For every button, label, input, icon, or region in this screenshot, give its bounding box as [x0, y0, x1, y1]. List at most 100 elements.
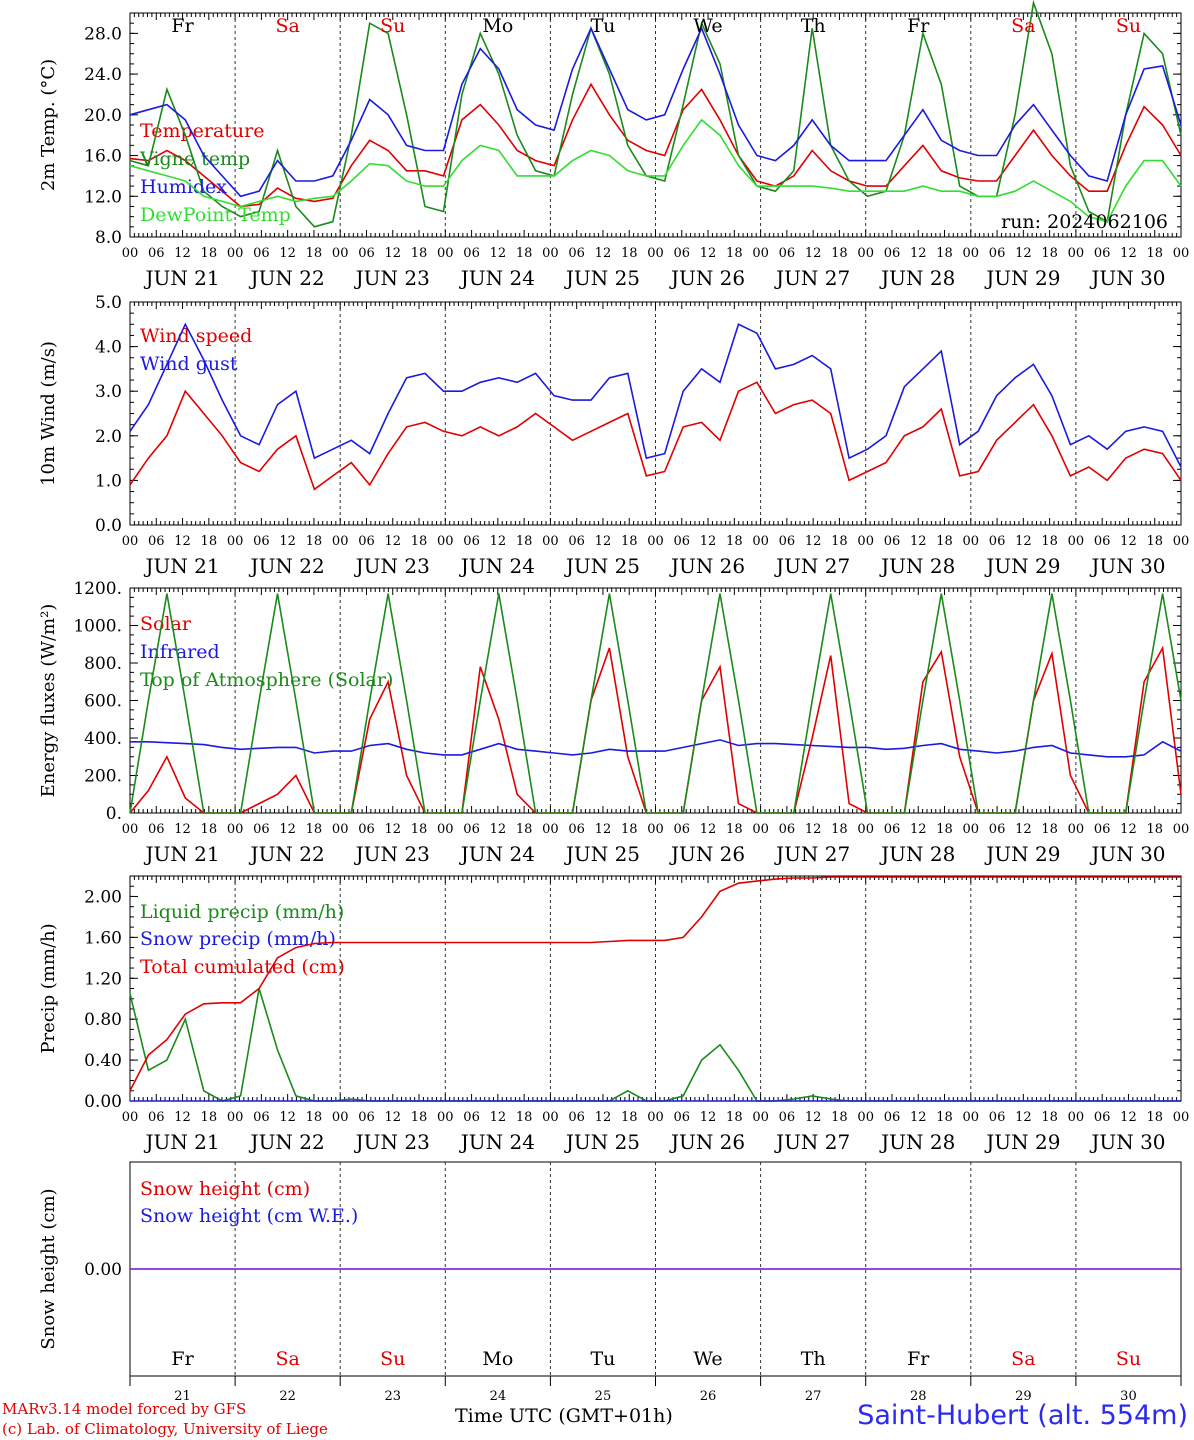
hour-tick-label: 00 — [857, 1110, 874, 1125]
lab-credit: (c) Lab. of Climatology, University of L… — [2, 1420, 328, 1438]
legend-label: Snow precip (mm/h) — [140, 928, 336, 950]
hour-tick-label: 18 — [306, 1110, 323, 1125]
y-axis-label: Snow height (cm) — [38, 1188, 59, 1349]
hour-tick-label: 06 — [358, 822, 375, 837]
day-number-label: 29 — [1015, 1389, 1032, 1404]
date-label: JUN 22 — [249, 266, 325, 290]
hour-tick-label: 12 — [1120, 246, 1137, 261]
hour-tick-label: 00 — [437, 822, 454, 837]
hour-tick-label: 00 — [647, 1110, 664, 1125]
date-label: JUN 23 — [354, 266, 430, 290]
station-name: Saint-Hubert (alt. 554m) — [857, 1400, 1188, 1431]
hour-tick-label: 12 — [700, 1110, 717, 1125]
date-label: JUN 21 — [143, 554, 219, 578]
date-label: JUN 24 — [459, 842, 535, 866]
hour-tick-label: 06 — [779, 1110, 796, 1125]
hour-tick-label: 06 — [884, 822, 901, 837]
model-credit: MARv3.14 model forced by GFS — [2, 1400, 247, 1418]
hour-tick-label: 18 — [516, 534, 533, 549]
weekday-label: Th — [801, 1348, 826, 1370]
date-label: JUN 25 — [564, 266, 640, 290]
y-tick-label: 0.40 — [84, 1051, 122, 1071]
legend-label: Humidex — [140, 176, 227, 198]
weekday-label: Su — [1116, 1348, 1141, 1370]
hour-tick-label: 18 — [1041, 534, 1058, 549]
hour-tick-label: 06 — [779, 246, 796, 261]
date-label: JUN 24 — [459, 1130, 535, 1154]
date-label: JUN 26 — [669, 1130, 745, 1154]
legend-label: Wind speed — [140, 325, 252, 347]
hour-tick-label: 12 — [595, 1110, 612, 1125]
hour-tick-label: 00 — [227, 246, 244, 261]
hour-tick-label: 18 — [936, 246, 953, 261]
hour-tick-label: 12 — [700, 246, 717, 261]
legend-label: Solar — [140, 613, 192, 635]
hour-tick-label: 00 — [1173, 246, 1190, 261]
hour-tick-label: 00 — [227, 822, 244, 837]
hour-tick-label: 12 — [490, 246, 507, 261]
hour-tick-label: 06 — [568, 1110, 585, 1125]
y-tick-label: 1.20 — [84, 969, 122, 989]
hour-tick-label: 00 — [963, 1110, 980, 1125]
y-axis-label: 2m Temp. (°C) — [38, 59, 59, 191]
hour-tick-label: 06 — [1094, 534, 1111, 549]
legend-label: Top of Atmosphere (Solar) — [140, 669, 393, 691]
hour-tick-label: 12 — [910, 822, 927, 837]
hour-tick-label: 00 — [227, 534, 244, 549]
hour-tick-label: 00 — [752, 822, 769, 837]
hour-tick-label: 18 — [516, 246, 533, 261]
hour-tick-label: 00 — [963, 246, 980, 261]
y-tick-label: 0. — [106, 804, 122, 824]
hour-tick-label: 06 — [779, 534, 796, 549]
series-line-dewpoint-temp — [129, 118, 1182, 223]
hour-tick-label: 12 — [174, 246, 191, 261]
hour-tick-label: 06 — [358, 534, 375, 549]
hour-tick-label: 12 — [174, 822, 191, 837]
date-label: JUN 25 — [564, 842, 640, 866]
date-label: JUN 24 — [459, 554, 535, 578]
weekday-label: We — [693, 15, 722, 37]
hour-tick-label: 12 — [174, 534, 191, 549]
y-tick-label: 16.0 — [84, 147, 122, 167]
hour-tick-label: 12 — [595, 534, 612, 549]
day-number-label: 22 — [279, 1389, 296, 1404]
date-label: JUN 30 — [1089, 554, 1165, 578]
hour-tick-label: 06 — [674, 822, 691, 837]
weekday-label: Th — [801, 15, 826, 37]
legend-label: Snow height (cm) — [140, 1178, 310, 1200]
legend-label: Vigne temp — [139, 148, 250, 170]
hour-tick-label: 00 — [122, 534, 139, 549]
weekday-label: We — [693, 1348, 722, 1370]
weekday-label: Su — [380, 15, 405, 37]
hour-tick-label: 18 — [831, 534, 848, 549]
day-number-label: 30 — [1120, 1389, 1137, 1404]
y-axis-label: Energy fluxes (W/m²) — [38, 604, 59, 798]
date-label: JUN 21 — [143, 842, 219, 866]
hour-tick-label: 00 — [437, 534, 454, 549]
hour-tick-label: 00 — [752, 534, 769, 549]
y-tick-label: 24.0 — [84, 65, 122, 85]
panel-temp: 8.0 12.0 16.0 20.0 24.0 28.0 2m Temp. (°C) 00 06… — [38, 0, 1190, 290]
hour-tick-label: 12 — [805, 1110, 822, 1125]
hour-tick-label: 00 — [963, 822, 980, 837]
hour-tick-label: 12 — [910, 246, 927, 261]
y-axis-label: Precip (mm/h) — [38, 923, 59, 1053]
hour-tick-label: 00 — [647, 246, 664, 261]
hour-tick-label: 18 — [1041, 822, 1058, 837]
hour-tick-label: 06 — [568, 534, 585, 549]
day-number-label: 25 — [595, 1389, 612, 1404]
plot-frame — [129, 587, 1182, 814]
hour-tick-label: 00 — [1068, 246, 1085, 261]
hour-tick-label: 06 — [989, 1110, 1006, 1125]
legend-label: Wind gust — [140, 353, 238, 375]
x-axis-title: Time UTC (GMT+01h) — [455, 1405, 673, 1427]
hour-tick-label: 12 — [384, 822, 401, 837]
hour-tick-label: 12 — [1120, 822, 1137, 837]
hour-tick-label: 06 — [253, 822, 270, 837]
date-label: JUN 25 — [564, 554, 640, 578]
legend-label: Liquid precip (mm/h) — [140, 901, 344, 923]
hour-tick-label: 12 — [174, 1110, 191, 1125]
hour-tick-label: 00 — [752, 1110, 769, 1125]
hour-tick-label: 12 — [700, 534, 717, 549]
hour-tick-label: 00 — [647, 534, 664, 549]
